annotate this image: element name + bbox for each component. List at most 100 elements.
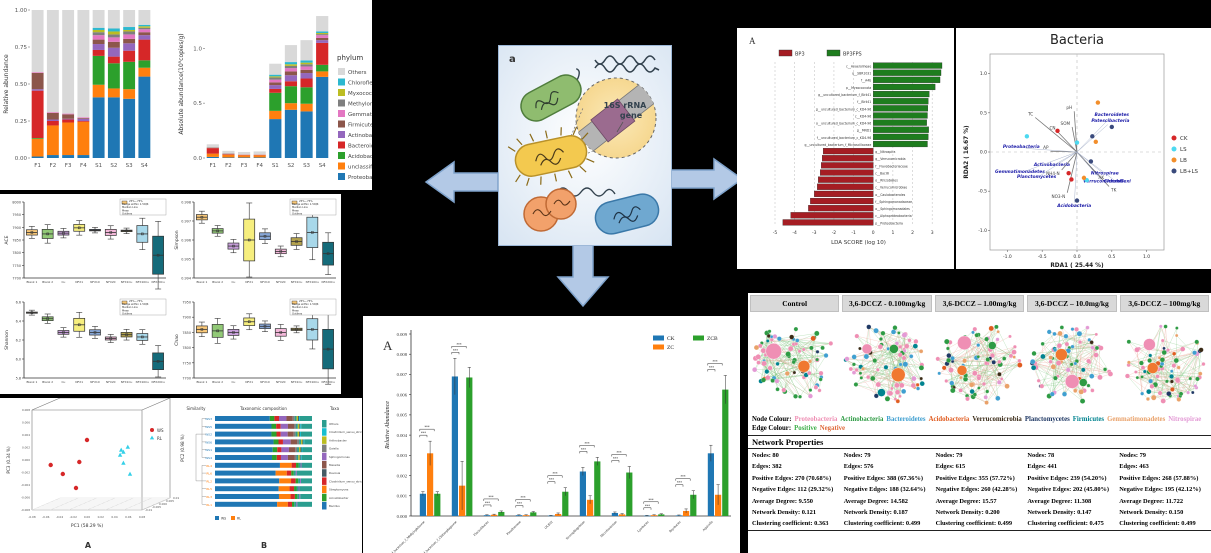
rda-panel: Bacteria -1.0 -1.0 -0.5 -0.5 0.0 0.0 0.5 0.5 1.0 1… <box>956 28 1211 269</box>
svg-text:Relative Abundance: Relative Abundance <box>385 401 391 450</box>
network-stats-column: Nodes: 80 Edges: 382 Positive Edges: 270 (… <box>752 450 840 530</box>
svg-text:NFX20: NFX20 <box>276 280 286 284</box>
network-stat: Clustering coefficient: 0.499 <box>935 520 1013 528</box>
svg-text:-3: -3 <box>812 230 817 236</box>
svg-text:Devosia: Devosia <box>329 471 340 475</box>
network-stat: Edges: 463 <box>1119 463 1149 471</box>
bacteria-illustration-card: a 16S rRNA gene <box>498 45 672 246</box>
svg-text:Median Line: Median Line <box>122 205 138 209</box>
svg-text:NFX20Cu: NFX20Cu <box>151 380 165 384</box>
dna-strand <box>594 63 660 73</box>
svg-text:BP3: BP3 <box>795 52 805 58</box>
svg-text:-4: -4 <box>792 230 797 236</box>
network-graphs <box>748 312 1211 415</box>
svg-text:7800: 7800 <box>182 346 191 350</box>
network-stat: Clustering coefficient: 0.475 <box>1027 520 1104 528</box>
svg-text:0.002: 0.002 <box>397 473 408 478</box>
svg-text:Others: Others <box>329 422 339 426</box>
svg-text:Range within 1.5IQR: Range within 1.5IQR <box>122 302 149 306</box>
svg-text:Gaiella: Gaiella <box>329 447 339 451</box>
svg-text:Arthrobacter: Arthrobacter <box>329 438 348 442</box>
svg-text:-5: -5 <box>773 230 778 236</box>
svg-text:Novosphingobium: Novosphingobium <box>565 520 586 541</box>
svg-text:0.000: 0.000 <box>397 514 408 519</box>
svg-text:f__A4b: f__A4b <box>861 79 871 83</box>
svg-text:Blank 2: Blank 2 <box>42 380 53 384</box>
svg-text:c__Alphaproteobacteria: c__Alphaproteobacteria <box>875 214 911 218</box>
svg-text:NFX10Cu: NFX10Cu <box>306 380 320 384</box>
abundance-chart: 0.00 0.25 0.50 0.75 1.00 F1 F2 F3 F4 S1 S2 S3 S4 Rela… <box>3 8 372 181</box>
svg-text:Verrucomicrobia: Verrucomicrobia <box>1083 179 1124 185</box>
svg-text:***: *** <box>520 496 525 500</box>
svg-text:7950: 7950 <box>12 213 21 217</box>
svg-text:0.995: 0.995 <box>181 258 191 262</box>
svg-text:Blank 2: Blank 2 <box>42 280 53 284</box>
network-stat: Edges: 576 <box>843 463 874 471</box>
yellow-bacterium <box>507 126 595 186</box>
svg-text:0.994: 0.994 <box>181 277 191 281</box>
svg-text:7850: 7850 <box>12 239 21 243</box>
svg-text:***: *** <box>485 501 490 505</box>
svg-text:0.0: 0.0 <box>980 150 987 156</box>
node-legend-item: Verrucomicrobia <box>972 416 1022 423</box>
alpha-diversity-boxplots: 8000 7950 7900 7850 7800 7750 7700 ACE Blank 1 Bl… <box>4 198 337 385</box>
svg-text:Others: Others <box>348 70 367 76</box>
svg-text:0.000: 0.000 <box>159 502 167 506</box>
svg-text:7700: 7700 <box>182 377 191 381</box>
svg-text:***: *** <box>552 472 557 476</box>
svg-text:g__MND1: g__MND1 <box>857 129 871 133</box>
svg-text:Nitrospirae: Nitrospirae <box>1091 171 1119 177</box>
svg-text:0.009: 0.009 <box>397 332 408 337</box>
network-stat: Clustering coefficient: 0.363 <box>752 520 829 528</box>
svg-text:RL5: RL5 <box>206 487 212 491</box>
svg-text:F1: F1 <box>34 163 41 169</box>
svg-text:A: A <box>749 36 756 46</box>
pca-taxonomy-panel: -0.08 -0.06 -0.04 -0.02 0.00 0.02 0.04 0.06 0.08… <box>0 398 362 553</box>
svg-text:-0.002: -0.002 <box>21 471 30 475</box>
svg-text:S1: S1 <box>95 163 102 169</box>
svg-text:F3: F3 <box>65 163 72 169</box>
svg-text:0.008: 0.008 <box>397 352 408 357</box>
svg-text:WS2: WS2 <box>205 433 212 437</box>
svg-text:Firmicutes: Firmicutes <box>348 123 372 129</box>
svg-text:***: *** <box>677 481 682 485</box>
network-stat: Nodes: 79 <box>1119 452 1146 459</box>
svg-text:-1: -1 <box>851 230 856 236</box>
abundance-panel: 0.00 0.25 0.50 0.75 1.00 F1 F2 F3 F4 S1 S2 S3 S4 Rela… <box>0 0 372 190</box>
svg-text:Cu: Cu <box>62 380 66 384</box>
svg-text:NO3-N: NO3-N <box>1052 194 1066 199</box>
svg-text:Pseudomonas: Pseudomonas <box>506 519 522 535</box>
svg-text:g__uncultured_bacterium_f_Blri: g__uncultured_bacterium_f_Blrii41 <box>818 93 871 97</box>
svg-text:Cu: Cu <box>232 280 236 284</box>
svg-text:g__Nitrospira: g__Nitrospira <box>875 150 895 154</box>
svg-text:25%~75%: 25%~75% <box>299 199 313 203</box>
node-legend-item: Proteobacteria <box>794 416 838 423</box>
svg-text:0.0: 0.0 <box>1073 254 1080 260</box>
svg-text:NFX10Cu: NFX10Cu <box>306 280 320 284</box>
svg-text:Absolute abundance(10⁹copies/g: Absolute abundance(10⁹copies/g) <box>178 33 185 134</box>
svg-text:-0.005: -0.005 <box>152 505 161 509</box>
svg-text:***: *** <box>517 502 522 506</box>
svg-text:S2: S2 <box>287 163 294 169</box>
network-stats-column: Nodes: 79 Edges: 576 Positive Edges: 388 (… <box>844 450 932 530</box>
svg-text:NFX20: NFX20 <box>276 380 286 384</box>
svg-text:Median Line: Median Line <box>122 305 138 309</box>
svg-text:Bacteria: Bacteria <box>1050 33 1104 48</box>
svg-text:NFX20: NFX20 <box>106 380 116 384</box>
node-legend-item: Firmicutes <box>1072 416 1105 423</box>
svg-text:***: *** <box>488 495 493 499</box>
svg-text:PC1 (58.29 %): PC1 (58.29 %) <box>71 523 103 529</box>
blue-bacterium <box>594 193 660 235</box>
svg-text:CK: CK <box>1180 136 1188 142</box>
svg-text:Aquicella: Aquicella <box>702 520 714 532</box>
svg-text:Clostridium_sensu_stricto_12: Clostridium_sensu_stricto_12 <box>329 479 362 483</box>
svg-text:PC3 (0.34 %): PC3 (0.34 %) <box>6 446 11 474</box>
network-stat: Negative Edges: 195 (42.12%) <box>1119 486 1201 494</box>
svg-text:0.00: 0.00 <box>15 156 28 162</box>
svg-text:Blank 2: Blank 2 <box>212 280 223 284</box>
svg-text:WS: WS <box>221 517 226 521</box>
svg-text:0.001: 0.001 <box>397 494 408 499</box>
svg-text:0.002: 0.002 <box>22 446 30 450</box>
network-properties-table: Nodes: 80 Edges: 382 Positive Edges: 270 (… <box>748 449 1211 531</box>
